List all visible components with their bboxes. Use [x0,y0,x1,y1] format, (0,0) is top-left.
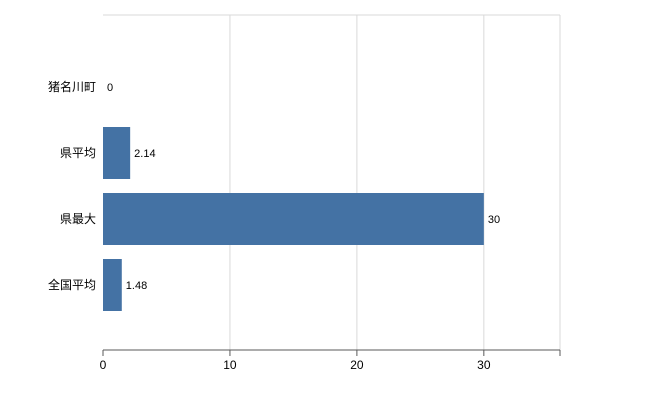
category-label: 猪名川町 [48,79,96,94]
bar-value-label: 0 [107,82,113,94]
category-label: 県最大 [60,212,96,226]
bar-value-label: 2.14 [134,148,155,160]
bar-value-label: 1.48 [126,280,147,292]
bar [103,193,484,245]
category-label: 県平均 [60,146,96,160]
bar [103,127,131,179]
bar-value-label: 30 [488,214,500,226]
x-tick-label: 20 [350,358,364,372]
category-label: 全国平均 [48,277,96,292]
x-tick-label: 0 [100,358,107,372]
x-tick-label: 10 [223,358,237,372]
x-tick-label: 30 [477,358,491,372]
bar [103,259,122,311]
